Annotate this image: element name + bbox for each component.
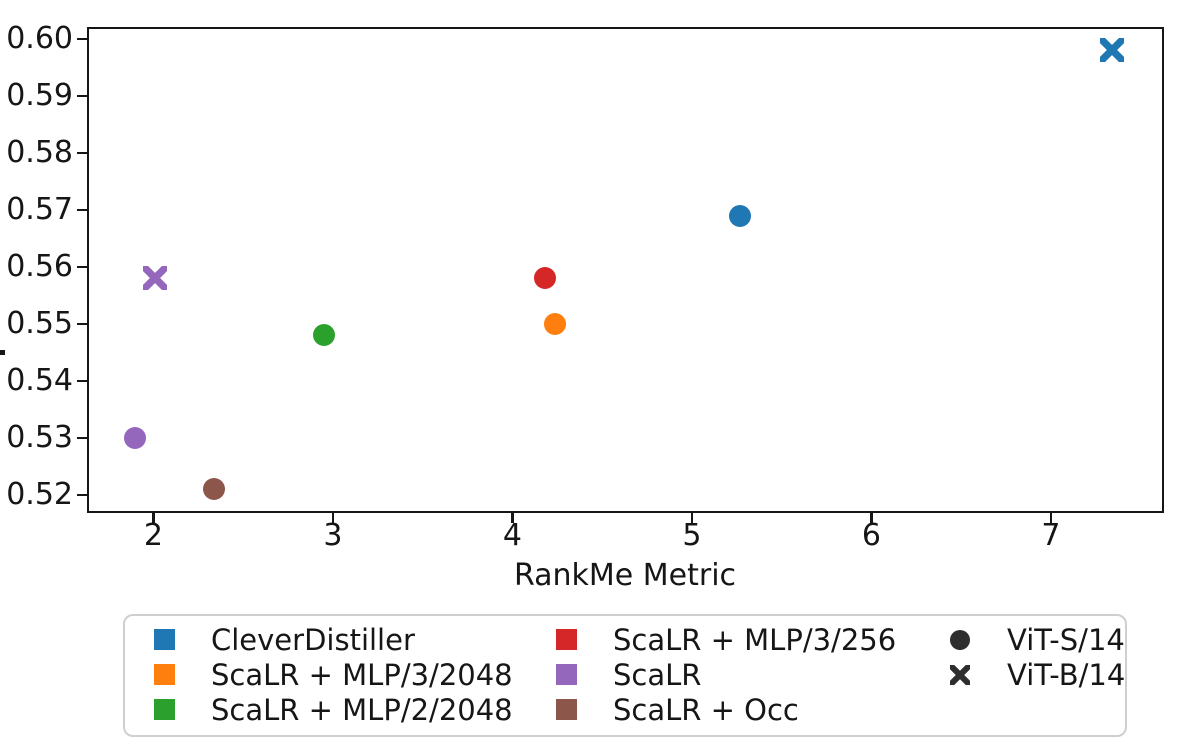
y-axis-tick [77,151,87,155]
data-point [203,478,226,501]
data-point [533,267,556,290]
legend-square-icon [153,664,175,685]
legend-item: ScaLR + MLP/3/256 [554,622,896,657]
x-axis-label: RankMe Metric [513,558,737,593]
y-axis-tick-label: 0.56 [6,248,73,284]
x-axis-tick [511,513,514,523]
x-axis-tick [331,513,335,523]
square-marker-icon [152,628,176,652]
data-point [124,426,147,449]
y-axis-tick-label: 0.59 [6,77,73,113]
y-axis-tick [77,493,87,497]
x-axis-tick-label: 7 [1041,518,1061,553]
legend-item-label: ViT-B/14 [1007,657,1126,692]
y-axis-tick-label: 0.53 [6,419,73,455]
y-axis-tick [77,436,87,440]
square-marker-icon [554,628,578,652]
legend-item-label: ScaLR + Occ [613,692,799,727]
x-axis-tick-label: 2 [143,518,163,553]
legend: CleverDistiller ScaLR + MLP/3/2048 ScaLR +… [123,614,1127,737]
legend-item-label: ScaLR + MLP/3/256 [613,622,897,657]
legend-column: CleverDistiller ScaLR + MLP/3/2048 ScaLR +… [152,622,513,727]
x-axis-tick-label: 3 [323,518,343,553]
square-marker-icon [152,663,176,687]
y-axis-tick [77,94,87,98]
x-axis-tick-label: 5 [682,518,702,553]
data-point [140,263,170,293]
y-axis-tick-label: 0.52 [6,476,73,512]
y-axis-tick-label: 0.58 [6,134,73,170]
y-axis-tick [77,379,87,383]
legend-item: ViT-S/14 [948,622,1125,657]
legend-column: ViT-S/14 ViT-B/14 [948,622,1125,692]
legend-item-label: ScaLR + MLP/3/2048 [211,657,513,692]
legend-square-icon [555,664,577,685]
square-marker-icon [152,698,176,722]
x-marker-icon [1097,35,1127,65]
legend-item: ViT-B/14 [948,657,1125,692]
y-axis-tick-label: 0.55 [6,305,73,341]
x-axis-tick [152,513,155,523]
data-point [544,312,567,335]
circle-marker-icon [948,628,972,652]
plot-area [87,27,1164,513]
legend-item: ScaLR + MLP/2/2048 [152,692,513,727]
y-axis-tick [77,208,87,212]
legend-item: ScaLR + Occ [554,692,896,727]
x-marker-icon [948,663,972,687]
legend-item-label: ScaLR [613,657,702,692]
y-axis-label-fragment [0,350,5,355]
data-point [729,204,752,227]
legend-item-label: ViT-S/14 [1007,622,1125,657]
x-axis-tick [870,513,873,523]
y-axis-tick-label: 0.54 [6,362,73,398]
data-point [1097,35,1127,65]
legend-x-icon [950,664,970,685]
legend-square-icon [555,699,577,720]
x-axis-tick-label: 4 [502,518,522,553]
legend-column: ScaLR + MLP/3/256 ScaLR ScaLR + Occ [554,622,896,727]
y-axis-tick-label: 0.60 [6,20,73,56]
legend-item-label: ScaLR + MLP/2/2048 [211,692,513,727]
x-axis-tick [1049,513,1053,523]
legend-square-icon [555,629,577,650]
legend-item: CleverDistiller [152,622,513,657]
square-marker-icon [554,663,578,687]
y-axis-tick [77,265,87,269]
legend-square-icon [153,699,175,720]
y-axis-tick [77,322,87,326]
legend-item: ScaLR [554,657,896,692]
legend-circle-icon [950,629,970,650]
data-point [312,324,335,347]
legend-item-label: CleverDistiller [211,622,415,657]
x-marker-icon [140,263,170,293]
x-axis-tick-label: 6 [861,518,881,553]
y-axis-tick-label: 0.57 [6,191,73,227]
x-axis-tick [690,513,694,523]
legend-item: ScaLR + MLP/3/2048 [152,657,513,692]
square-marker-icon [554,698,578,722]
y-axis-tick [77,37,87,41]
legend-square-icon [153,629,175,650]
